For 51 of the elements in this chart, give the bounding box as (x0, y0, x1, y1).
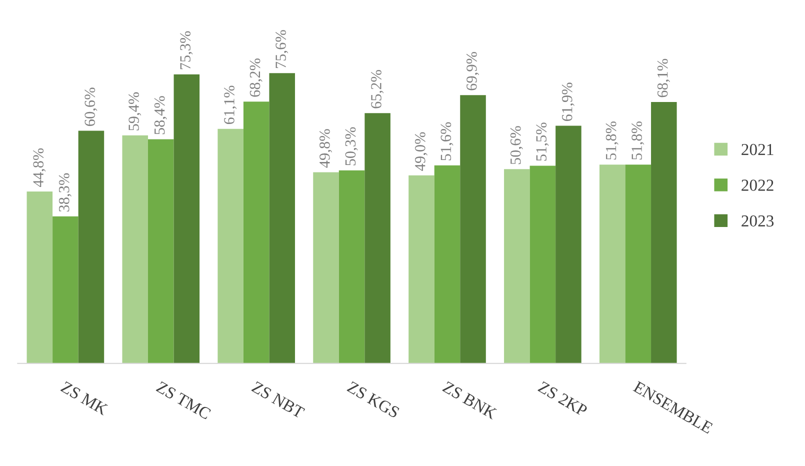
bar (269, 73, 295, 364)
x-tick-label: ZS MK (60, 381, 109, 416)
data-label: 69,9% (466, 52, 480, 90)
bar (504, 169, 530, 364)
legend-label: 2021 (742, 144, 774, 156)
data-label: 51,8% (606, 121, 618, 160)
data-label: 75,3% (180, 31, 193, 70)
data-label: 51,5% (536, 122, 549, 161)
data-label: 61,9% (562, 82, 574, 121)
bar (243, 102, 270, 364)
x-tick-label: ZS TMC (156, 381, 212, 420)
bar (218, 128, 244, 364)
data-label: 44,8% (33, 148, 46, 187)
bar (313, 172, 339, 364)
bar (78, 130, 104, 364)
x-tick-label: ZS NBT (251, 381, 306, 419)
data-label: 59,4% (128, 92, 142, 130)
data-label: 75,6% (276, 30, 288, 68)
bar (174, 74, 200, 364)
bar (651, 102, 677, 364)
bar (460, 95, 486, 364)
data-label: 60,6% (84, 88, 98, 126)
data-label: 51,6% (440, 122, 454, 160)
bar (599, 164, 626, 364)
bar (26, 191, 53, 364)
legend-label: 2023 (742, 215, 774, 227)
x-tick-label: ZS BNK (442, 381, 498, 420)
data-label: 38,3% (58, 173, 72, 212)
x-tick-label: ZS 2KP (538, 381, 588, 417)
data-label: 68,1% (657, 58, 670, 98)
data-label: 61,1% (224, 86, 237, 124)
bar (338, 170, 365, 364)
bar (434, 165, 460, 364)
bar (625, 164, 652, 364)
data-label: 50,6% (510, 126, 523, 164)
data-label: 65,2% (371, 70, 384, 108)
bar (408, 175, 434, 364)
data-label: 51,8% (632, 121, 644, 160)
bar (122, 135, 148, 364)
data-label: 68,2% (250, 58, 262, 97)
data-label: 49,8% (320, 129, 332, 168)
bar (364, 113, 390, 364)
bar (556, 126, 582, 364)
bar (52, 216, 78, 364)
legend-label: 2022 (742, 180, 774, 191)
data-label: 58,4% (154, 96, 167, 134)
data-label: 49,0% (414, 132, 428, 171)
data-label: 50,3% (345, 127, 358, 166)
bar (530, 166, 556, 364)
x-tick-label: ZS KGS (346, 381, 400, 418)
bar (148, 139, 174, 364)
